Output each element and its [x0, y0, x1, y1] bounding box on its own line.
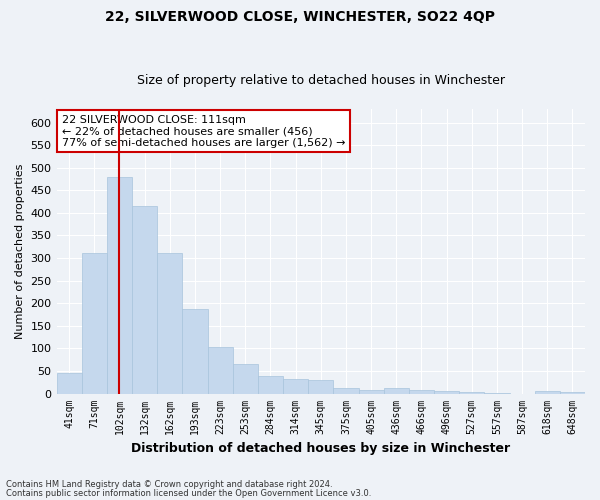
Bar — [383, 388, 409, 394]
Text: 22 SILVERWOOD CLOSE: 111sqm
← 22% of detached houses are smaller (456)
77% of se: 22 SILVERWOOD CLOSE: 111sqm ← 22% of det… — [62, 114, 346, 148]
Bar — [258, 376, 283, 394]
Bar — [208, 347, 233, 394]
Bar — [107, 177, 132, 394]
Bar — [132, 206, 157, 394]
Bar — [409, 390, 434, 394]
Text: Contains HM Land Registry data © Crown copyright and database right 2024.: Contains HM Land Registry data © Crown c… — [6, 480, 332, 489]
Text: Contains public sector information licensed under the Open Government Licence v3: Contains public sector information licen… — [6, 488, 371, 498]
Bar — [459, 392, 484, 394]
Bar — [334, 388, 359, 394]
Bar — [308, 380, 334, 394]
Y-axis label: Number of detached properties: Number of detached properties — [15, 164, 25, 339]
Bar — [535, 392, 560, 394]
Bar — [157, 252, 182, 394]
Title: Size of property relative to detached houses in Winchester: Size of property relative to detached ho… — [137, 74, 505, 87]
Bar — [182, 308, 208, 394]
Bar — [359, 390, 383, 394]
X-axis label: Distribution of detached houses by size in Winchester: Distribution of detached houses by size … — [131, 442, 511, 455]
Bar — [82, 252, 107, 394]
Bar — [283, 379, 308, 394]
Text: 22, SILVERWOOD CLOSE, WINCHESTER, SO22 4QP: 22, SILVERWOOD CLOSE, WINCHESTER, SO22 4… — [105, 10, 495, 24]
Bar — [56, 373, 82, 394]
Bar — [233, 364, 258, 394]
Bar — [560, 392, 585, 394]
Bar — [434, 392, 459, 394]
